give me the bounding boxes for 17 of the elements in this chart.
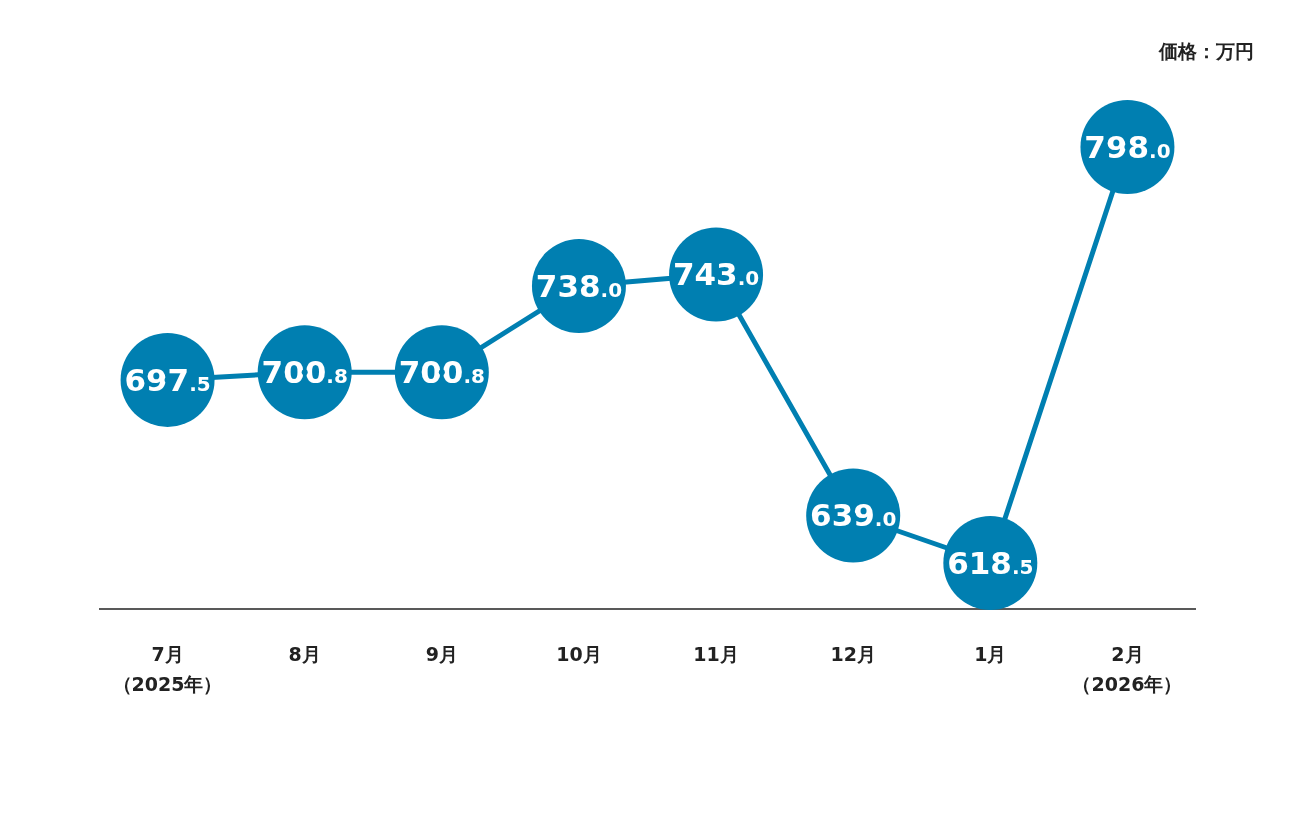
x-tick-label: 2月（2026年） (1072, 643, 1183, 695)
data-label: 697.5 (124, 361, 211, 398)
data-label: 738.0 (535, 268, 623, 305)
x-tick-label: 11月 (693, 643, 739, 665)
data-label: 700.8 (398, 354, 485, 391)
x-tick-label: 12月 (830, 643, 876, 665)
data-label: 639.0 (810, 497, 897, 534)
data-label: 798.0 (1084, 129, 1171, 165)
data-label: 743.0 (672, 256, 760, 293)
x-tick-label: 9月 (425, 643, 458, 665)
y-axis-title: 価格：万円 (1158, 40, 1254, 62)
x-tick-label: 8月 (288, 643, 321, 665)
x-tick-label: 1月 (974, 643, 1007, 665)
data-label: 700.8 (261, 354, 348, 391)
x-tick-label: 10月 (556, 643, 602, 665)
x-tick-label: 7月（2025年） (112, 643, 223, 695)
data-label: 618.5 (947, 545, 1034, 581)
